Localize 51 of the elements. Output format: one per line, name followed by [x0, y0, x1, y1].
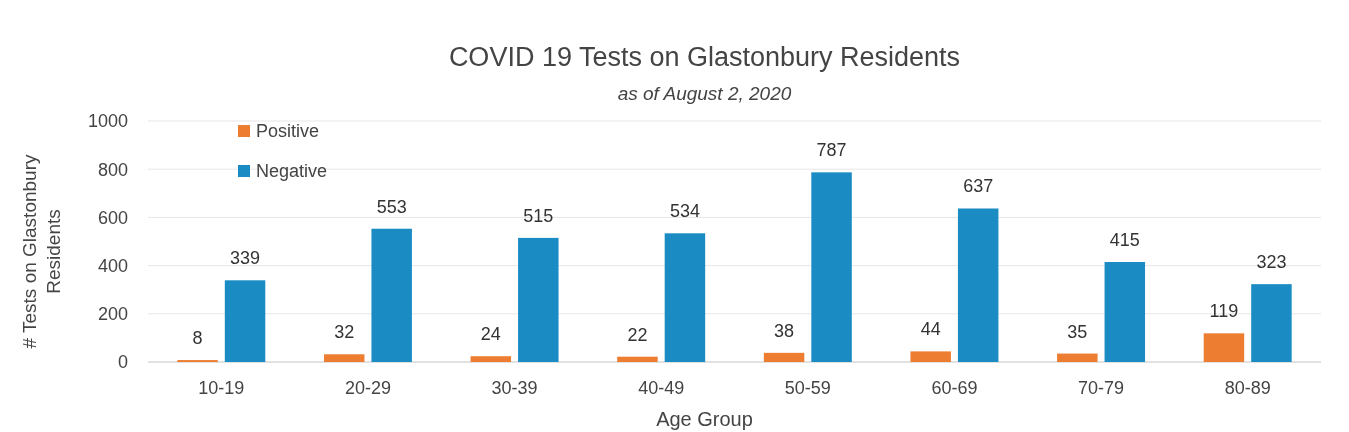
chart-subtitle: as of August 2, 2020 — [617, 83, 792, 104]
x-tick-label: 80-89 — [1224, 378, 1271, 398]
x-axis-title: Age Group — [656, 408, 753, 430]
data-label: 515 — [523, 205, 554, 226]
legend-label: Positive — [256, 121, 320, 142]
y-tick-label: 1000 — [87, 111, 128, 132]
bar — [617, 356, 658, 362]
data-label: 637 — [963, 176, 994, 197]
y-axis-title: # Tests on Glastonbury Residents — [19, 154, 64, 349]
bar — [910, 351, 951, 362]
bar — [1057, 353, 1098, 362]
bar — [957, 208, 999, 362]
chart-title: COVID 19 Tests on Glastonbury Residents — [448, 42, 961, 72]
x-tick-label: 70-79 — [1078, 378, 1125, 398]
x-tick-label: 50-59 — [784, 378, 831, 398]
y-tick-label: 800 — [97, 159, 128, 180]
data-label: 119 — [1209, 301, 1239, 322]
data-label: 38 — [774, 320, 795, 341]
y-tick-label: 0 — [117, 352, 128, 373]
data-label: 787 — [816, 140, 847, 161]
data-label: 32 — [334, 322, 355, 343]
x-tick-label: 10-19 — [198, 378, 245, 398]
bar — [811, 172, 852, 362]
y-tick-label: 400 — [97, 255, 128, 276]
bar — [371, 228, 412, 362]
bar — [1104, 261, 1146, 362]
data-label: 8 — [192, 328, 203, 349]
bar — [518, 237, 559, 362]
x-tick-label: 60-69 — [931, 378, 978, 398]
data-label: 22 — [627, 324, 648, 345]
data-label: 339 — [230, 248, 261, 269]
x-tick-label: 40-49 — [638, 378, 685, 398]
data-label: 534 — [669, 201, 700, 222]
bar — [470, 356, 512, 362]
y-tick-label: 200 — [97, 304, 128, 325]
bar — [1251, 284, 1292, 362]
bar — [763, 352, 805, 362]
y-tick-label: 600 — [97, 207, 128, 228]
x-tick-label: 30-39 — [491, 378, 538, 398]
bar — [224, 280, 266, 362]
bar — [664, 233, 706, 362]
legend-label: Negative — [256, 161, 328, 182]
bar — [323, 354, 365, 362]
x-tick-label: 20-29 — [344, 378, 391, 398]
data-label: 44 — [920, 319, 941, 340]
data-label: 35 — [1067, 321, 1088, 342]
data-label: 553 — [376, 196, 407, 217]
data-label: 24 — [480, 324, 501, 345]
data-label: 323 — [1256, 252, 1287, 273]
bar — [1203, 333, 1245, 362]
data-label: 415 — [1109, 229, 1140, 250]
